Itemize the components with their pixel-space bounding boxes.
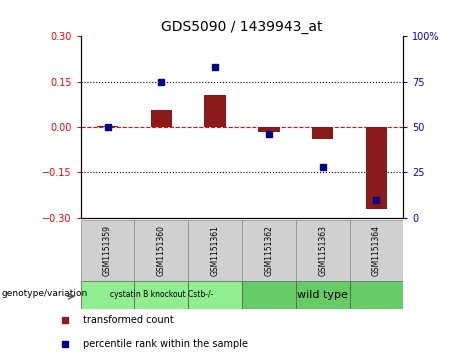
Text: GSM1151364: GSM1151364 bbox=[372, 225, 381, 276]
Bar bbox=[349, 281, 403, 309]
Text: wild type: wild type bbox=[297, 290, 348, 300]
Bar bbox=[366, 127, 387, 209]
Text: transformed count: transformed count bbox=[83, 315, 174, 325]
Bar bbox=[97, 126, 118, 127]
Text: GSM1151363: GSM1151363 bbox=[318, 225, 327, 276]
Bar bbox=[81, 281, 135, 309]
Bar bbox=[296, 281, 349, 309]
Title: GDS5090 / 1439943_at: GDS5090 / 1439943_at bbox=[161, 20, 323, 34]
Bar bbox=[188, 281, 242, 309]
Bar bbox=[81, 220, 135, 281]
Bar bbox=[242, 220, 296, 281]
Text: GSM1151359: GSM1151359 bbox=[103, 225, 112, 276]
Text: percentile rank within the sample: percentile rank within the sample bbox=[83, 339, 248, 349]
Bar bbox=[242, 281, 296, 309]
Bar bbox=[204, 95, 226, 127]
Bar bbox=[135, 220, 188, 281]
Bar bbox=[135, 281, 188, 309]
Text: genotype/variation: genotype/variation bbox=[1, 289, 88, 298]
Bar bbox=[151, 110, 172, 127]
Text: GSM1151361: GSM1151361 bbox=[211, 225, 219, 276]
Bar bbox=[312, 127, 333, 139]
Bar bbox=[296, 220, 349, 281]
Text: cystatin B knockout Cstb-/-: cystatin B knockout Cstb-/- bbox=[110, 290, 213, 299]
Text: GSM1151360: GSM1151360 bbox=[157, 225, 166, 276]
Bar bbox=[349, 220, 403, 281]
Text: GSM1151362: GSM1151362 bbox=[265, 225, 273, 276]
Bar bbox=[188, 220, 242, 281]
Bar bbox=[258, 127, 280, 132]
